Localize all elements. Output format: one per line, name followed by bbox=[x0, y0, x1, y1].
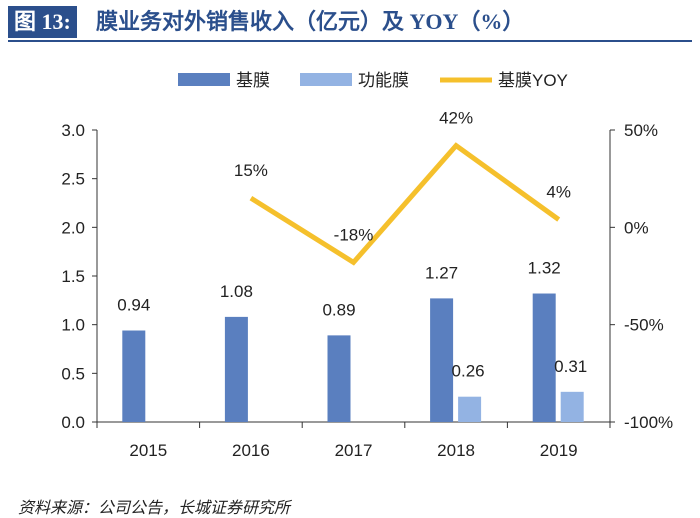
bar-base-film bbox=[532, 293, 556, 422]
yoy-line bbox=[249, 142, 561, 266]
bar-base-film-label: 1.32 bbox=[528, 259, 561, 278]
x-axis-tick-label: 2015 bbox=[129, 441, 167, 460]
chart-title: 膜业务对外销售收入（亿元）及 YOY（%） bbox=[96, 9, 525, 34]
left-axis-tick-label: 0.5 bbox=[61, 364, 85, 383]
legend-label-functional-film: 功能膜 bbox=[358, 71, 409, 90]
right-axis-tick-label: -50% bbox=[624, 316, 664, 335]
left-axis-tick-label: 1.0 bbox=[61, 316, 85, 335]
bar-functional-film bbox=[560, 391, 584, 422]
bar-base-film bbox=[224, 316, 248, 422]
bar-base-film-label: 0.94 bbox=[117, 296, 150, 315]
yoy-data-label: -18% bbox=[334, 225, 374, 244]
source-note: 资料来源：公司公告，长城证券研究所 bbox=[18, 500, 291, 517]
legend-label-base-film: 基膜 bbox=[236, 71, 270, 90]
left-axis-tick-label: 0.0 bbox=[61, 413, 85, 432]
x-axis-tick-label: 2016 bbox=[232, 441, 270, 460]
legend-swatch-functional-film bbox=[300, 73, 352, 86]
bar-functional-film bbox=[458, 396, 482, 422]
legend-swatch-base-film bbox=[178, 73, 230, 86]
right-axis-tick-label: -100% bbox=[624, 413, 673, 432]
bar-base-film-label: 1.08 bbox=[220, 282, 253, 301]
left-axis-tick-label: 3.0 bbox=[61, 121, 85, 140]
figure-header: 图 13: 膜业务对外销售收入（亿元）及 YOY（%） bbox=[8, 4, 692, 42]
bar-base-film bbox=[327, 335, 351, 422]
bar-base-film-label: 0.89 bbox=[322, 300, 355, 319]
bar-base-film-label: 1.27 bbox=[425, 263, 458, 282]
bar-functional-film-label: 0.31 bbox=[554, 357, 587, 376]
bar-base-film bbox=[122, 330, 146, 422]
x-axis-tick-label: 2019 bbox=[540, 441, 578, 460]
right-axis-tick-label: 0% bbox=[624, 218, 649, 237]
left-axis-tick-label: 2.5 bbox=[61, 170, 85, 189]
x-axis-tick-label: 2017 bbox=[335, 441, 373, 460]
left-axis-tick-label: 2.0 bbox=[61, 218, 85, 237]
yoy-data-label: 15% bbox=[234, 161, 268, 180]
legend-label-yoy: 基膜YOY bbox=[498, 71, 568, 90]
right-axis-tick-label: 50% bbox=[624, 121, 658, 140]
left-axis-tick-label: 1.5 bbox=[61, 267, 85, 286]
bar-functional-film-label: 0.26 bbox=[452, 362, 485, 381]
figure-label: 图 13: bbox=[8, 6, 77, 38]
yoy-data-label: 42% bbox=[439, 109, 473, 128]
bar-base-film bbox=[430, 298, 454, 422]
yoy-data-label: 4% bbox=[546, 183, 571, 202]
x-axis-tick-label: 2018 bbox=[437, 441, 475, 460]
